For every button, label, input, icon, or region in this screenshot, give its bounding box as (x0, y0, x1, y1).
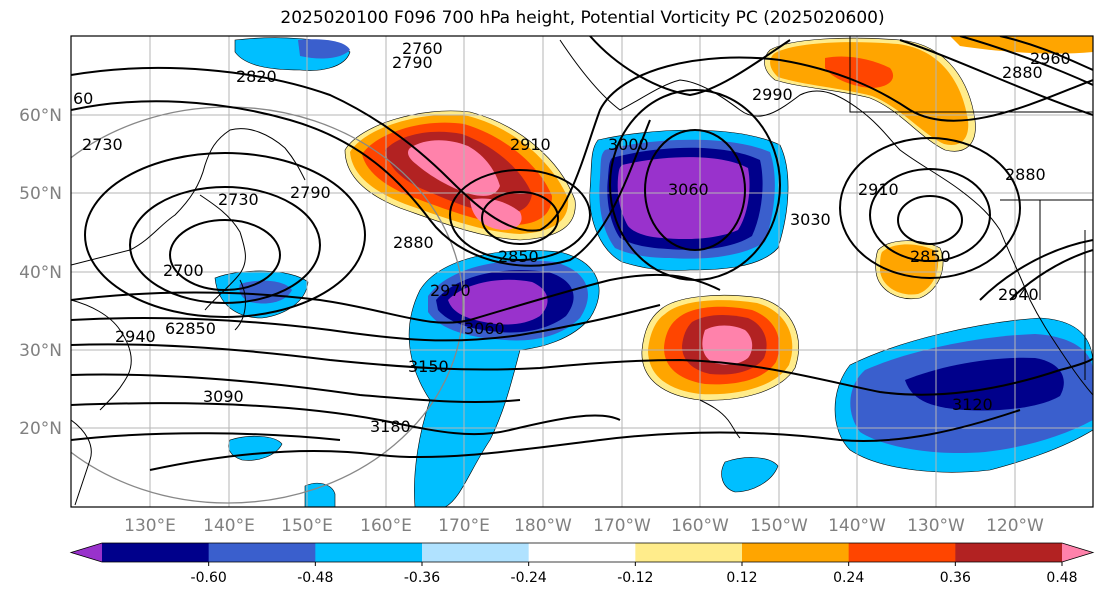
longitude-label: 160°E (360, 516, 412, 536)
contour-label: 2970 (430, 281, 471, 300)
contour-label: 2790 (392, 53, 433, 72)
contour-label-group: 2760 2790 2820 60 2730 2730 2790 2700 62… (73, 39, 1071, 436)
contour-label: 2910 (510, 135, 551, 154)
colorbar-tick-label: -0.24 (511, 570, 547, 586)
contour-label: 2960 (1030, 49, 1071, 68)
longitude-label: 130°W (907, 516, 965, 536)
contour-label: 2990 (752, 85, 793, 104)
contour-label: 3180 (370, 417, 411, 436)
contour-label: 2820 (236, 67, 277, 86)
colorbar-segment (848, 543, 956, 562)
colorbar-segment (315, 543, 423, 562)
colorbar-segment (102, 543, 210, 562)
latitude-label: 60°N (19, 106, 62, 126)
longitude-label: 170°E (438, 516, 490, 536)
longitude-label: 160°W (671, 516, 729, 536)
colorbar-tick-label: -0.12 (617, 570, 653, 586)
contour-label: 2850 (498, 247, 539, 266)
contour-label: 60 (73, 89, 93, 108)
longitude-labels: 130°E 140°E 150°E 160°E 170°E 180°W 170°… (124, 516, 1044, 536)
colorbar-tick-label: -0.36 (404, 570, 440, 586)
longitude-label: 130°E (124, 516, 176, 536)
contour-label: 3030 (790, 210, 831, 229)
longitude-label: 180°W (514, 516, 572, 536)
pv-positive-region-subtropical (641, 295, 799, 401)
colorbar-tick-label: 0.12 (726, 570, 757, 586)
colorbar-tick-label: 0.48 (1046, 570, 1077, 586)
longitude-label: 150°E (281, 516, 333, 536)
longitude-label: 150°W (750, 516, 808, 536)
contour-label: 2880 (393, 233, 434, 252)
contour-label: 2730 (218, 190, 259, 209)
contour-label: 2940 (115, 327, 156, 346)
latitude-label: 50°N (19, 184, 62, 204)
latitude-label: 30°N (19, 341, 62, 361)
contour-label: 2910 (858, 180, 899, 199)
contour-label: 2850 (910, 247, 951, 266)
longitude-label: 120°W (986, 516, 1044, 536)
contour-label: 3090 (203, 387, 244, 406)
contour-label: 2880 (1005, 165, 1046, 184)
longitude-label: 140°E (203, 516, 255, 536)
colorbar-tick-label: 0.36 (940, 570, 971, 586)
pv-negative-region-central-pacific (408, 250, 600, 507)
longitude-label: 170°W (593, 516, 651, 536)
pv-negative-region-northeast-pacific (834, 317, 1093, 473)
contour-label: 2730 (82, 135, 123, 154)
contour-label: 3000 (608, 135, 649, 154)
pv-negative-region-north-pacific (589, 129, 789, 271)
latitude-label: 20°N (19, 419, 62, 439)
colorbar-segment (635, 543, 743, 562)
contour-label: 2790 (290, 183, 331, 202)
colorbar-extend-high (1062, 543, 1093, 562)
contour-label: 2880 (1002, 63, 1043, 82)
colorbar-segment (742, 543, 850, 562)
contour-label: 3060 (464, 319, 505, 338)
contour-label: 3150 (408, 357, 449, 376)
colorbar-segment (208, 543, 316, 562)
colorbar-segment (422, 543, 530, 562)
latitude-labels: 60°N 50°N 40°N 30°N 20°N (19, 106, 62, 439)
colorbar-segment (528, 543, 636, 562)
contour-label: 2940 (998, 285, 1039, 304)
colorbar: -0.60 -0.48 -0.36 -0.24 -0.12 0.12 0.24 0.36 0.4… (69, 542, 1095, 586)
colorbar-extend-low (71, 543, 102, 562)
colorbar-tick-label: 0.24 (833, 570, 864, 586)
height-contours (71, 36, 1093, 471)
map-frame (70, 35, 1094, 508)
colorbar-tick-label: -0.60 (191, 570, 227, 586)
colorbar-segment (955, 543, 1063, 562)
contour-label: 2700 (163, 261, 204, 280)
longitude-label: 140°W (828, 516, 886, 536)
map-field: 2760 2790 2820 60 2730 2730 2790 2700 62… (71, 36, 1093, 507)
contour-label: 2760 (402, 39, 443, 58)
map-title: 2025020100 F096 700 hPa height, Potentia… (280, 8, 885, 28)
latitude-label: 40°N (19, 263, 62, 283)
colorbar-outline (69, 542, 1095, 563)
contour-label: 3060 (668, 180, 709, 199)
contour-label: 3120 (952, 395, 993, 414)
colorbar-tick-label: -0.48 (297, 570, 333, 586)
contour-label: 62850 (165, 319, 216, 338)
pv-positive-region-kamchatka (344, 110, 576, 241)
